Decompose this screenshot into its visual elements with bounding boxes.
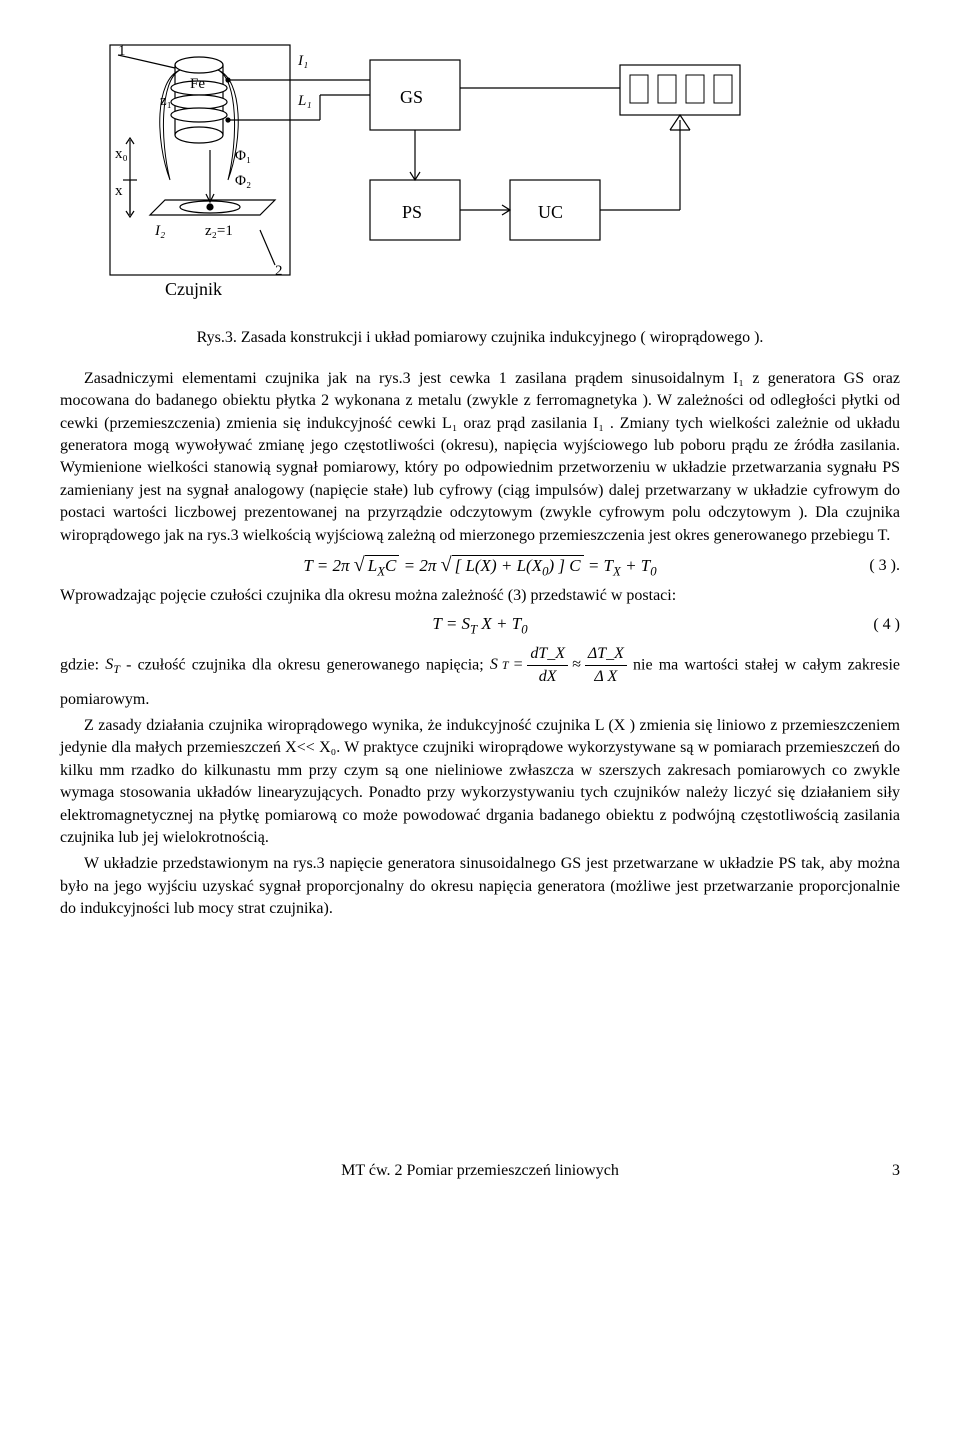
paragraph-4: Z zasady działania czujnika wiroprądoweg… (60, 715, 900, 849)
para3-pre: gdzie: (60, 656, 105, 673)
label-x: x (115, 183, 123, 199)
paragraph-1: Zasadniczymi elementami czujnika jak na … (60, 368, 900, 547)
label-phi2: Φ₂ (235, 173, 251, 189)
approx: ≈ (572, 654, 581, 676)
label-z2: z₂=1 (205, 223, 233, 239)
label-phi1: Φ₁ (235, 148, 251, 164)
frac-bot1: dX (527, 666, 568, 688)
label-fe: Fe (190, 76, 205, 92)
label-czujnik: Czujnik (165, 279, 222, 299)
label-I1: I₁ (297, 53, 308, 69)
paragraph-3: gdzie: ST - czułość czujnika dla okresu … (60, 643, 900, 711)
label-z1: z₁ (160, 93, 172, 109)
equation-3: T = 2π √LXC = 2π √[ L(X) + L(X0) ] C = T… (60, 551, 900, 581)
footer-text: MT ćw. 2 Pomiar przemieszczeń liniowych (341, 1162, 619, 1179)
paragraph-5: W układzie przedstawionym na rys.3 napię… (60, 853, 900, 920)
eq4-number: ( 4 ) (873, 614, 900, 636)
para3-mid: - czułość czujnika dla okresu generowane… (126, 656, 490, 673)
label-gs: GS (400, 87, 423, 107)
schematic-svg: 1 Fe z₁ I₁ L₁ x₀ x Φ₁ Φ₂ I₂ z₂=1 2 Czujn… (60, 40, 800, 310)
label-uc: UC (538, 202, 563, 222)
page-number: 3 (892, 1160, 900, 1182)
label-two: 2 (275, 263, 283, 279)
frac-top1: dT_X (527, 643, 568, 666)
page-footer: MT ćw. 2 Pomiar przemieszczeń liniowych … (60, 1160, 900, 1182)
frac-bot2: Δ X (585, 666, 627, 688)
label-I2: I₂ (154, 223, 165, 239)
figure-caption: Rys.3. Zasada konstrukcji i układ pomiar… (60, 327, 900, 349)
figure-diagram: 1 Fe z₁ I₁ L₁ x₀ x Φ₁ Φ₂ I₂ z₂=1 2 Czujn… (60, 40, 900, 317)
label-1: 1 (118, 43, 126, 59)
frac-top2: ΔT_X (585, 643, 627, 666)
label-ps: PS (402, 202, 422, 222)
eq3-number: ( 3 ). (869, 555, 900, 577)
paragraph-2: Wprowadzając pojęcie czułości czujnika d… (60, 585, 900, 607)
label-L1: L₁ (297, 93, 312, 109)
equation-4: T = ST X + T0 ( 4 ) (60, 612, 900, 639)
label-x0: x₀ (115, 146, 128, 162)
